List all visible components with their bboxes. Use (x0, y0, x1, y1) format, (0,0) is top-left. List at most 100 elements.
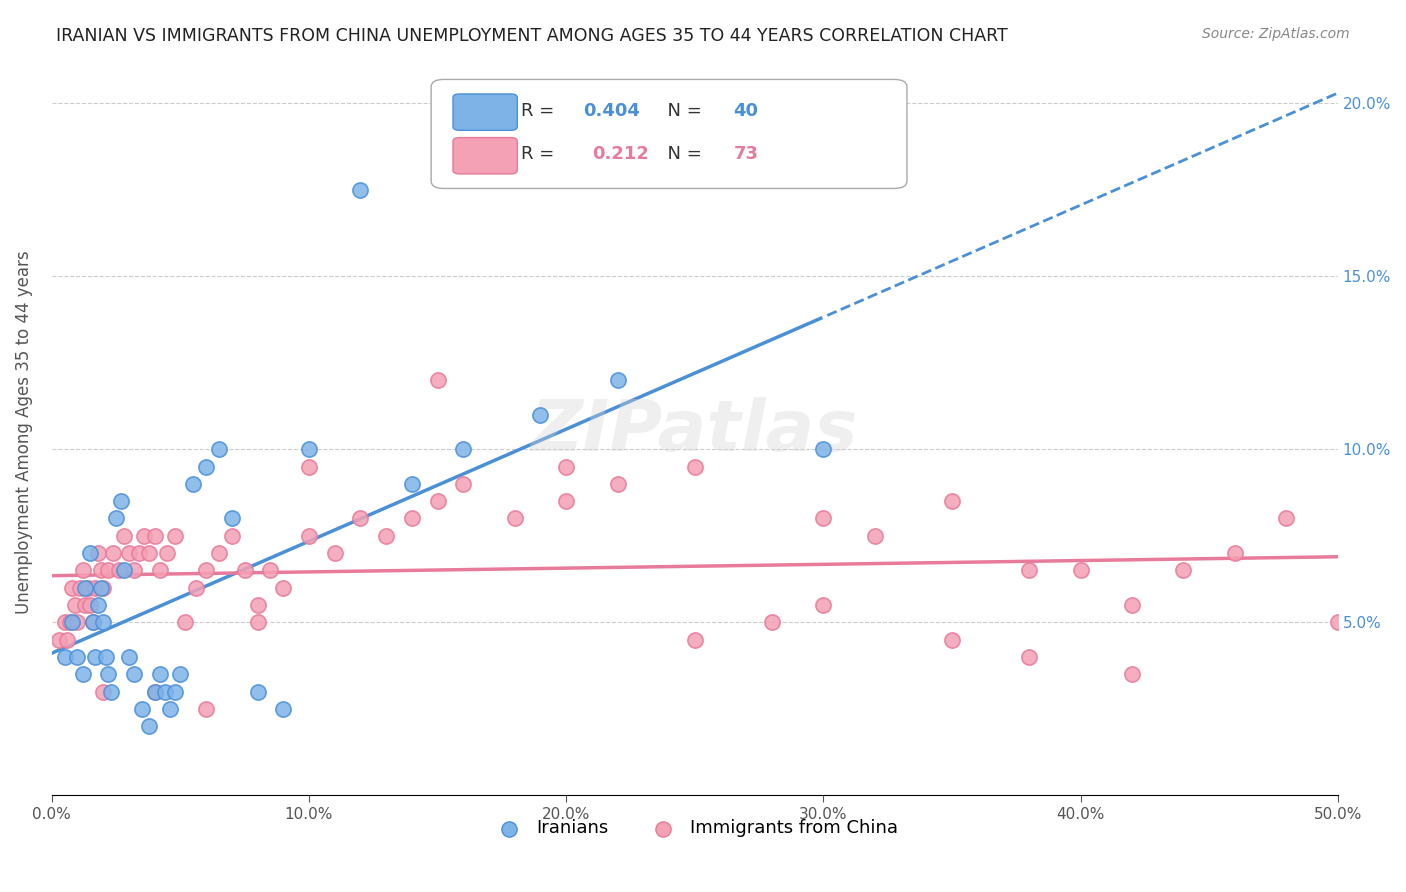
Point (169, 667, 191, 681)
Point (143, 529, 166, 543)
Point (60, 581, 83, 595)
Point (94, 649, 117, 664)
Point (426, 373, 449, 387)
Point (246, 615, 269, 630)
Point (401, 476, 423, 491)
Point (60, 615, 83, 630)
Point (401, 511, 423, 525)
FancyBboxPatch shape (453, 137, 517, 174)
Point (298, 459, 321, 474)
Point (118, 546, 141, 560)
Text: IRANIAN VS IMMIGRANTS FROM CHINA UNEMPLOYMENT AMONG AGES 35 TO 44 YEARS CORRELAT: IRANIAN VS IMMIGRANTS FROM CHINA UNEMPLO… (56, 27, 1008, 45)
Point (1173, 563, 1195, 577)
Point (79, 598, 101, 612)
Point (134, 529, 156, 543)
Point (103, 546, 125, 560)
Point (131, 702, 153, 716)
Point (138, 546, 160, 560)
Point (1121, 667, 1143, 681)
Text: 73: 73 (734, 145, 758, 163)
Point (259, 563, 281, 577)
Point (813, 511, 835, 525)
Point (298, 442, 321, 457)
Point (76, 581, 98, 595)
Point (87, 598, 110, 612)
Point (349, 511, 371, 525)
Point (112, 563, 135, 577)
Point (149, 667, 172, 681)
Point (105, 511, 128, 525)
Point (143, 684, 166, 698)
Point (165, 529, 187, 543)
Point (375, 529, 398, 543)
Point (555, 459, 578, 474)
Point (84, 649, 107, 664)
Point (66, 649, 89, 664)
Point (72, 563, 94, 577)
Point (91, 581, 114, 595)
Text: R =: R = (522, 102, 560, 120)
Text: R =: R = (522, 145, 565, 163)
Point (813, 598, 835, 612)
Point (298, 529, 321, 543)
Point (233, 563, 256, 577)
Point (82, 615, 104, 630)
Point (349, 183, 371, 197)
Point (118, 649, 141, 664)
Point (84, 581, 107, 595)
Point (59, 615, 82, 630)
Point (941, 494, 963, 508)
Point (53, 615, 76, 630)
Point (271, 702, 294, 716)
Point (153, 684, 176, 698)
Point (941, 632, 963, 647)
Point (606, 373, 628, 387)
Point (1070, 563, 1092, 577)
Point (184, 581, 207, 595)
Point (100, 684, 122, 698)
Point (1018, 649, 1040, 664)
Point (683, 632, 706, 647)
Point (82, 615, 104, 630)
Y-axis label: Unemployment Among Ages 35 to 44 years: Unemployment Among Ages 35 to 44 years (15, 250, 32, 614)
Point (69, 581, 91, 595)
Point (110, 494, 132, 508)
Point (195, 563, 218, 577)
Point (1275, 511, 1298, 525)
Point (208, 442, 231, 457)
Point (90, 563, 112, 577)
Point (87, 546, 110, 560)
Point (323, 546, 346, 560)
Point (1121, 598, 1143, 612)
Point (122, 667, 145, 681)
FancyBboxPatch shape (432, 79, 907, 188)
Point (208, 546, 231, 560)
Point (143, 684, 166, 698)
Point (149, 563, 172, 577)
Text: ZIPatlas: ZIPatlas (531, 398, 859, 467)
Point (813, 442, 835, 457)
Point (72, 667, 94, 681)
FancyBboxPatch shape (453, 94, 517, 130)
Point (221, 529, 243, 543)
Point (195, 459, 218, 474)
Point (761, 615, 783, 630)
Point (159, 702, 181, 716)
Point (48, 632, 70, 647)
Point (426, 494, 449, 508)
Point (195, 702, 218, 716)
Point (56, 632, 79, 647)
Point (79, 546, 101, 560)
Text: 40: 40 (734, 102, 758, 120)
Text: 0.212: 0.212 (592, 145, 648, 163)
Point (503, 511, 526, 525)
Text: Source: ZipAtlas.com: Source: ZipAtlas.com (1202, 27, 1350, 41)
Text: N =: N = (657, 102, 707, 120)
Point (1326, 615, 1348, 630)
Point (529, 408, 551, 422)
Point (451, 476, 474, 491)
Legend: Iranians, Immigrants from China: Iranians, Immigrants from China (484, 812, 905, 845)
Point (91, 615, 114, 630)
Point (221, 511, 243, 525)
Point (107, 563, 129, 577)
